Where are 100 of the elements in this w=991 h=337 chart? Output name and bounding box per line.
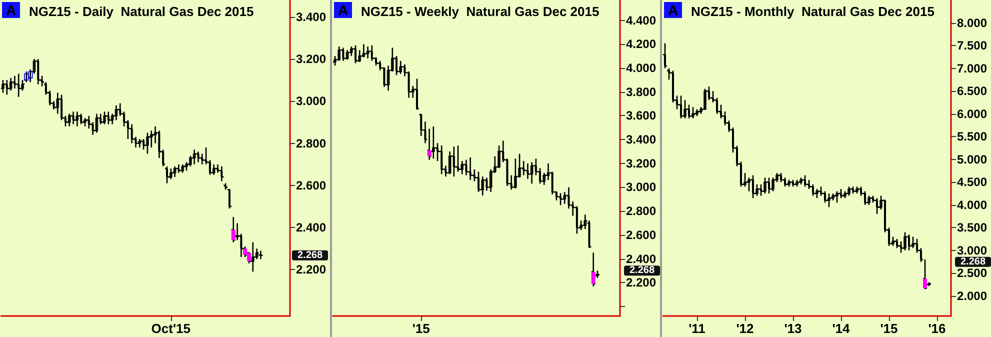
y-tick-label: 3.400 [626, 132, 656, 147]
candlestick [106, 111, 112, 125]
candlestick [694, 108, 700, 117]
x-tick-label: Oct'15 [151, 321, 191, 336]
y-tick-label: 4.200 [626, 37, 656, 52]
candlestick [529, 162, 534, 184]
candlestick [574, 206, 580, 234]
candlestick [794, 179, 800, 188]
x-tick-label: '12 [736, 321, 754, 336]
candlestick [866, 195, 872, 206]
candlestick [686, 104, 692, 120]
candlestick [447, 150, 452, 175]
candlestick [662, 42, 668, 69]
candlestick [750, 174, 756, 199]
candlestick [838, 188, 844, 199]
candlestick [438, 144, 444, 175]
candlestick [35, 58, 41, 85]
candlestick [874, 197, 880, 215]
y-tick-label: 4.500 [957, 175, 988, 190]
y-tick-label: 2.800 [296, 136, 326, 150]
candlestick [1, 79, 6, 94]
candlestick [834, 190, 840, 204]
y-tick-label: 3.800 [626, 84, 656, 99]
candlestick [398, 60, 404, 75]
y-tick-label: 6.500 [957, 84, 988, 98]
candlestick [846, 186, 852, 196]
candlestick [496, 144, 502, 169]
candlestick [906, 234, 912, 252]
y-tick-label: 2.400 [296, 220, 326, 235]
candlestick [902, 232, 908, 252]
y-tick-label: 2.200 [626, 276, 656, 290]
candlestick [94, 113, 100, 134]
candlestick [480, 176, 486, 196]
candlestick [164, 166, 170, 184]
y-tick-label: 2.000 [957, 288, 988, 303]
candlestick [782, 176, 788, 188]
text: 2.268 [629, 265, 655, 276]
candlestick [798, 176, 804, 186]
candlestick [180, 164, 186, 174]
candlestick [430, 126, 436, 160]
y-tick-label: 3.500 [957, 220, 988, 235]
y-tick-label: 4.000 [957, 198, 988, 212]
y-tick-label: 6.000 [957, 106, 988, 121]
candlestick [168, 168, 174, 180]
candlestick [826, 192, 832, 208]
candlestick [192, 148, 197, 165]
y-tick-label: 2.400 [626, 252, 656, 266]
y-tick-label: 8.000 [957, 16, 988, 30]
candlestick [678, 94, 684, 120]
candlestick [82, 117, 88, 128]
candlestick [250, 242, 256, 272]
candlestick [562, 191, 568, 205]
y-tick-label: 5.500 [957, 130, 988, 144]
y-tick-label: 3.600 [626, 108, 656, 123]
candlestick [344, 49, 350, 60]
candlestick [682, 100, 688, 120]
candlestick [196, 151, 201, 163]
candlestick [219, 166, 224, 182]
candlestick [762, 176, 768, 194]
candlestick [786, 179, 792, 188]
candlestick [66, 113, 72, 128]
y-tick-label: 7.500 [957, 38, 988, 53]
y-tick-label: 2.200 [296, 262, 326, 277]
candlestick [74, 111, 80, 128]
y-tick-label: 7.000 [957, 61, 988, 76]
candlestick [129, 124, 135, 144]
candlestick [451, 146, 457, 178]
candlestick [690, 106, 696, 120]
chart-title: NGZ15 - Monthly Natural Gas Dec 2015 [691, 4, 934, 19]
annotation: A [338, 2, 348, 18]
y-tick-label: 3.400 [296, 10, 326, 24]
candlestick [16, 73, 22, 98]
candlestick [814, 188, 820, 199]
chart-title: NGZ15 - Daily Natural Gas Dec 2015 [29, 4, 254, 19]
candlestick [590, 252, 596, 287]
candlestick [211, 164, 217, 176]
candlestick [230, 216, 236, 243]
candlestick [802, 174, 808, 188]
candlestick [8, 77, 14, 92]
y-tick-label: 2.600 [296, 178, 326, 192]
candlestick [468, 156, 473, 181]
candlestick [176, 164, 182, 174]
candlestick [144, 132, 150, 154]
candlestick [369, 44, 375, 62]
y-tick-label: 2.500 [957, 266, 988, 280]
candlestick [464, 159, 469, 176]
x-tick-label: '15 [880, 321, 898, 336]
candlestick [790, 179, 796, 188]
candlestick [842, 190, 848, 199]
y-tick-label: 3.200 [626, 156, 656, 170]
candlestick [512, 158, 518, 190]
y-tick-label: 5.000 [957, 152, 988, 166]
y-tick-label: 2.600 [626, 228, 656, 242]
y-tick-label: 3.000 [626, 180, 656, 194]
x-tick-label: '14 [832, 321, 851, 336]
candlestick [258, 250, 264, 260]
candlestick [78, 113, 84, 125]
candlestick [910, 236, 916, 249]
x-tick-label: '11 [688, 321, 706, 336]
candlestick [525, 162, 530, 180]
